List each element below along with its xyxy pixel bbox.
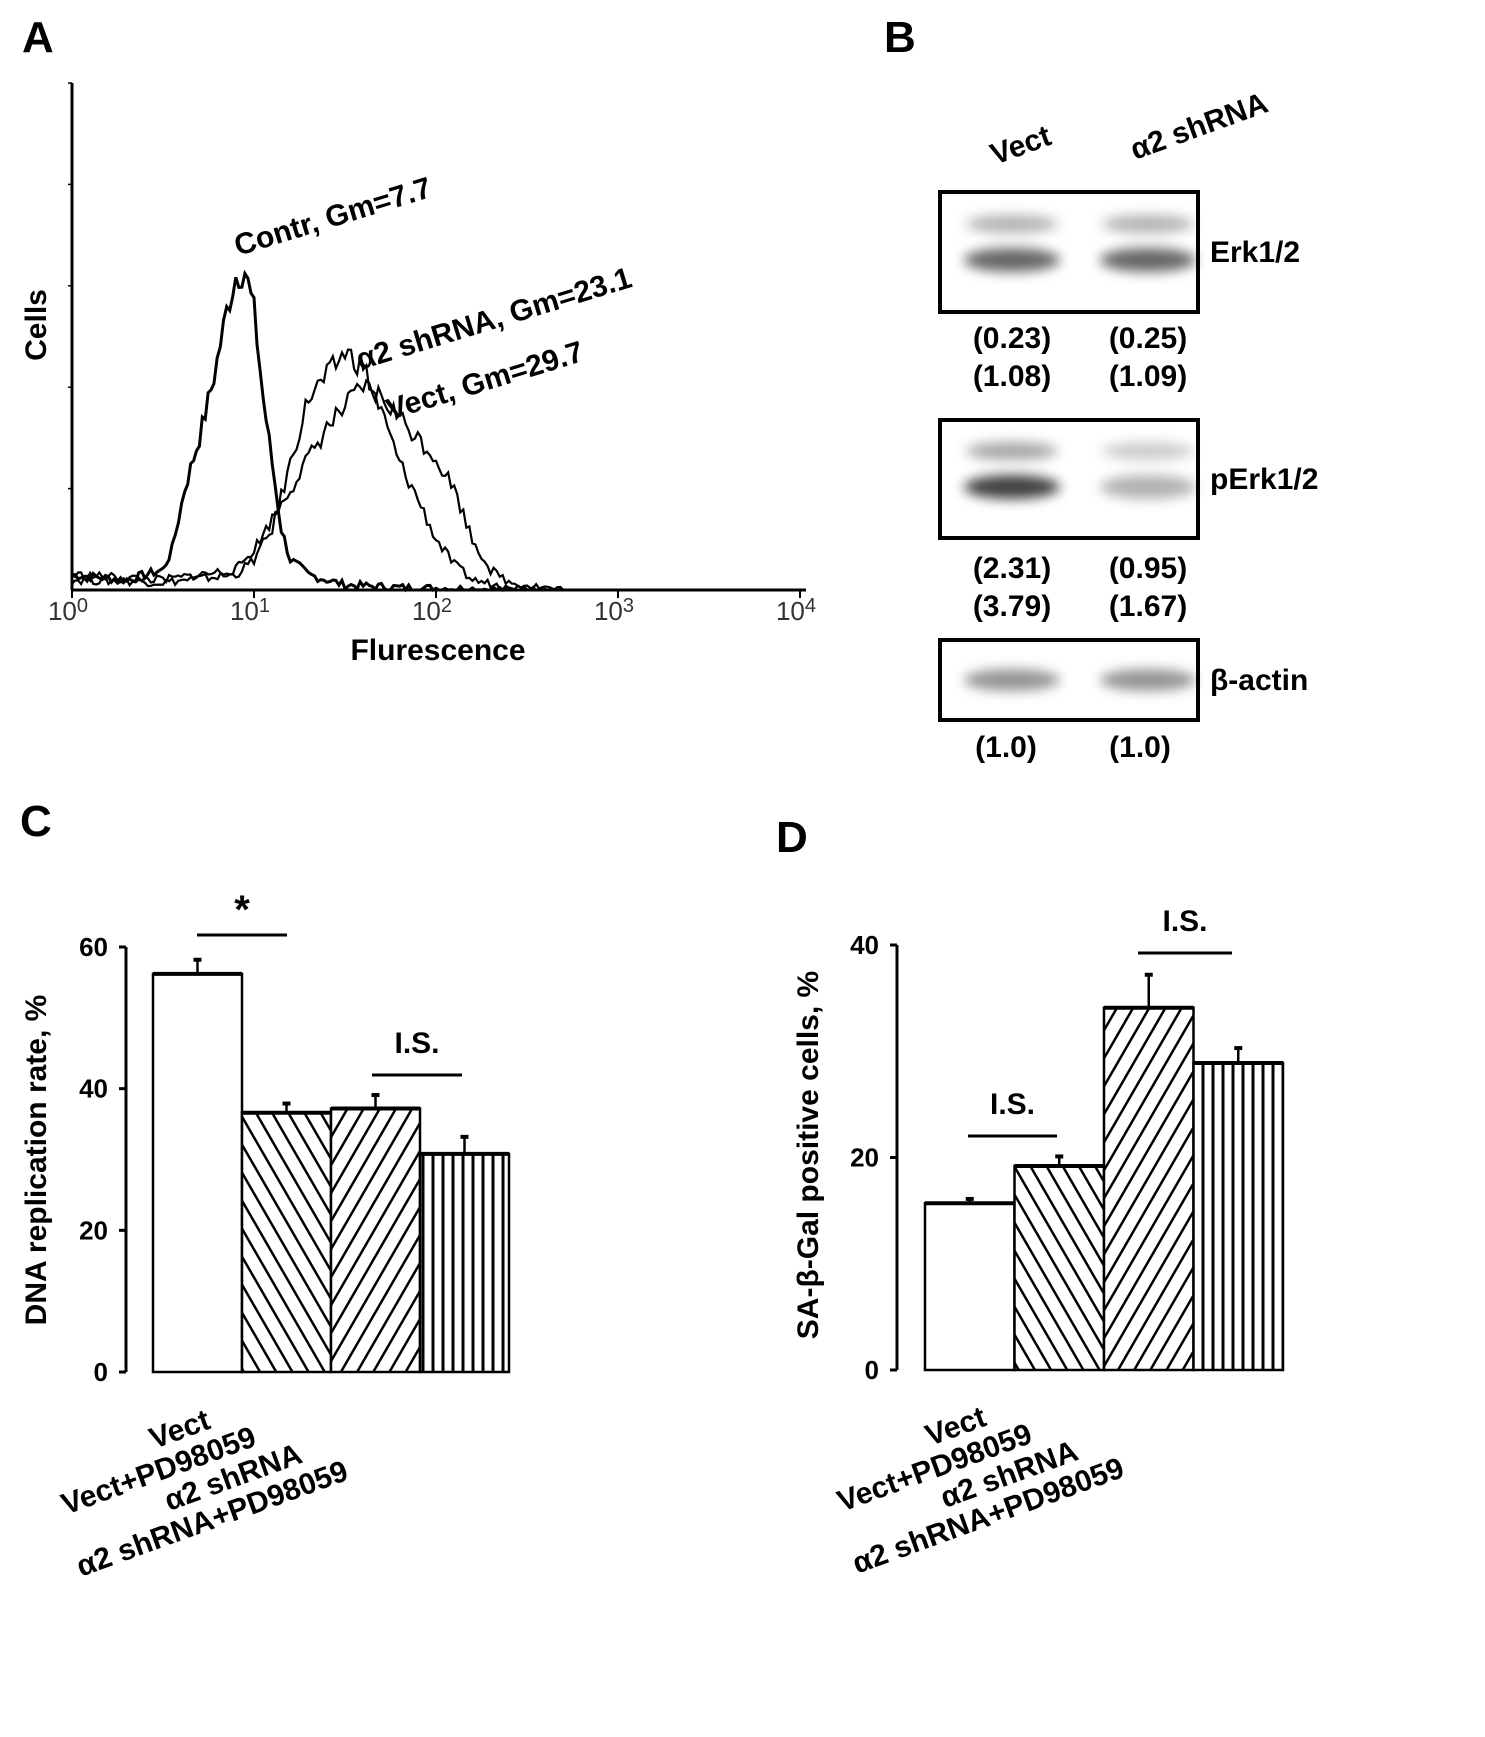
bar [240, 1111, 333, 1374]
histogram-panel: Cells Flurescence Contr, Gm=7.7 α2 shRNA… [20, 82, 816, 667]
x-tick-label: 104 [776, 595, 816, 626]
blot-band-upper [966, 215, 1058, 233]
quantification-value: (0.95) [1109, 552, 1187, 585]
x-tick-label: 103 [594, 595, 634, 626]
y-tick-label: 40 [850, 930, 879, 960]
quantification-value: (1.0) [975, 731, 1037, 764]
significance-label: I.S. [990, 1088, 1035, 1121]
quantification-value: (1.0) [1109, 731, 1171, 764]
series-label-contr: Contr, Gm=7.7 [230, 171, 435, 262]
y-tick-label: 40 [79, 1074, 108, 1104]
y-tick-label: 0 [94, 1357, 108, 1387]
blot-band-lower [964, 248, 1060, 272]
column-label: Vect [986, 119, 1055, 171]
significance-label: * [234, 888, 250, 932]
x-tick-label: 100 [48, 595, 88, 626]
blot-band [1100, 669, 1196, 691]
panel-label-b: B [884, 13, 916, 62]
histogram-line-1 [71, 269, 529, 593]
quantification-value: (2.31) [973, 552, 1051, 585]
panel-label-a: A [22, 13, 54, 62]
blot-band-upper [1102, 442, 1194, 460]
bar [151, 972, 244, 1374]
y-axis-label: Cells [20, 289, 53, 361]
y-axis-label: DNA replication rate, % [20, 995, 53, 1326]
bar [923, 1201, 1016, 1372]
y-tick-label: 20 [79, 1215, 108, 1245]
y-tick-label: 60 [79, 932, 108, 962]
x-tick-label: 102 [412, 595, 452, 626]
y-axis-label: SA-β-Gal positive cells, % [792, 971, 825, 1339]
western-blot-panel: Vect α2 shRNA (0.23) (1.08) (0.25) (1.09) Erk1… [938, 86, 1318, 764]
quantification-value: (1.08) [973, 360, 1051, 393]
bar [1102, 1006, 1195, 1372]
blot-label: pErk1/2 [1210, 463, 1318, 496]
x-axis-label: Flurescence [350, 634, 525, 667]
bar [418, 1152, 511, 1374]
column-label: α2 shRNA [1126, 86, 1272, 166]
blot-band-lower [964, 475, 1060, 499]
significance-label: I.S. [1162, 905, 1207, 938]
panel-label-c: C [20, 797, 52, 846]
bar [1013, 1164, 1106, 1372]
bar [1192, 1061, 1285, 1372]
blot-band-lower [1100, 248, 1196, 272]
blot-label: Erk1/2 [1210, 236, 1300, 269]
blot-band-upper [1102, 215, 1194, 233]
blot-band-lower [1100, 475, 1196, 499]
blot-band-upper [966, 442, 1058, 460]
series-label-a2-shrna: α2 shRNA, Gm=23.1 [352, 261, 635, 376]
panel-label-d: D [776, 813, 808, 862]
x-tick-label: 101 [230, 595, 270, 626]
y-tick-label: 0 [865, 1355, 879, 1385]
bar [329, 1107, 422, 1374]
significance-label: I.S. [394, 1027, 439, 1060]
y-tick-label: 20 [850, 1143, 879, 1173]
histogram-line-3 [71, 378, 565, 591]
histogram-line-2 [71, 348, 564, 592]
quantification-value: (3.79) [973, 590, 1051, 623]
quantification-value: (0.23) [973, 322, 1051, 355]
blot-label: β-actin [1210, 664, 1308, 697]
quantification-value: (1.09) [1109, 360, 1187, 393]
quantification-value: (1.67) [1109, 590, 1187, 623]
blot-band [964, 669, 1060, 691]
quantification-value: (0.25) [1109, 322, 1187, 355]
